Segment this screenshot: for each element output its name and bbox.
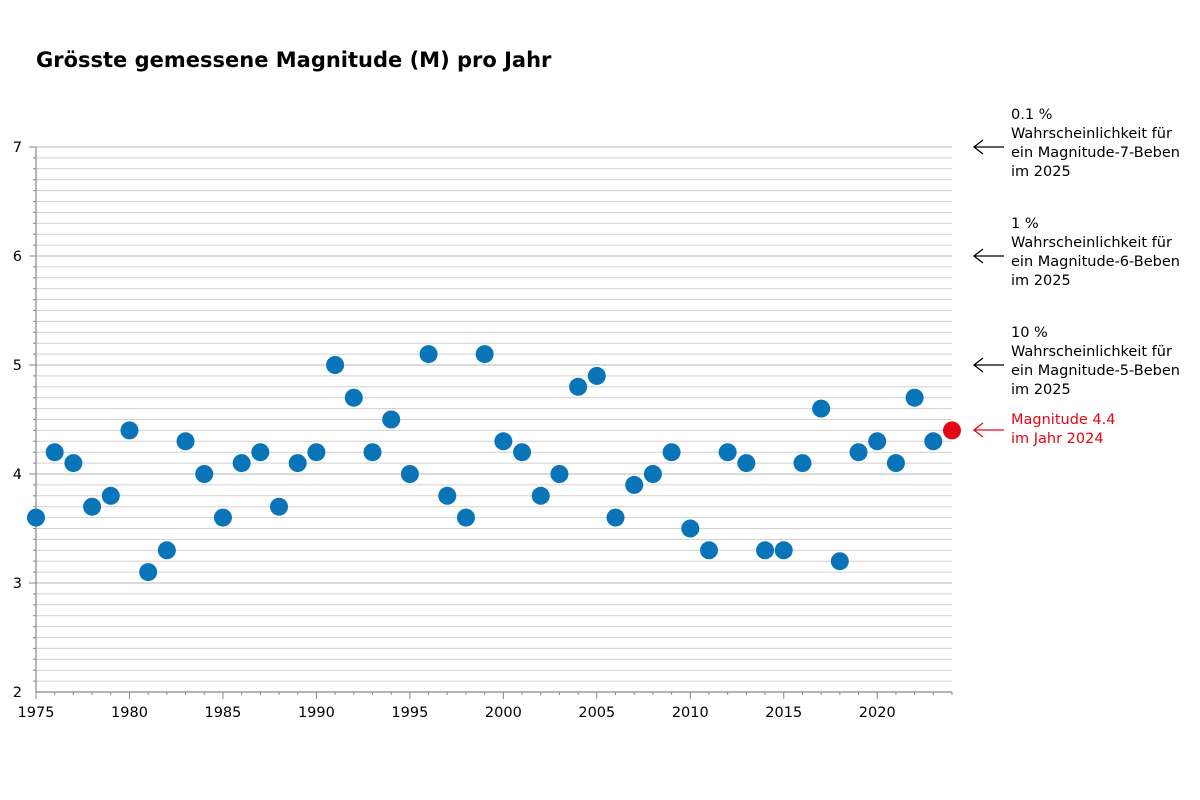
y-tick-label: 5 — [13, 358, 22, 374]
data-point — [924, 432, 943, 451]
data-point — [793, 454, 812, 473]
grid-lines — [36, 146, 952, 682]
y-tick-label: 7 — [13, 140, 22, 156]
data-point — [606, 508, 625, 527]
data-point — [718, 443, 737, 462]
data-point — [83, 497, 102, 516]
y-tick-labels: 2 3 4 5 6 7 — [13, 140, 22, 701]
data-point — [176, 432, 195, 451]
data-point — [213, 508, 232, 527]
data-point — [139, 563, 158, 582]
data-point — [756, 541, 775, 560]
data-point — [64, 454, 83, 473]
data-point — [101, 486, 120, 505]
data-point — [625, 475, 644, 494]
data-point — [662, 443, 681, 462]
data-point — [643, 465, 662, 483]
data-point — [270, 497, 289, 516]
data-point — [475, 345, 494, 364]
x-tick-label: 2010 — [672, 705, 709, 721]
x-tick-label: 1975 — [18, 705, 55, 721]
x-tick-label: 2005 — [578, 705, 615, 721]
arrow-left-icon — [972, 248, 1004, 264]
x-tick-label: 2020 — [859, 705, 896, 721]
highlight-data-point — [943, 421, 961, 440]
data-point — [531, 486, 550, 505]
arrow-left-icon — [972, 139, 1004, 155]
data-point — [157, 541, 176, 560]
x-tick-label: 1985 — [204, 705, 241, 721]
data-point — [456, 508, 475, 527]
data-point — [886, 454, 905, 473]
data-point — [27, 508, 45, 527]
data-point — [344, 388, 363, 407]
data-point — [681, 519, 700, 538]
y-tick-label: 6 — [13, 249, 22, 265]
arrow-left-icon — [972, 422, 1004, 438]
data-point — [232, 454, 251, 473]
data-point — [288, 454, 307, 473]
data-point — [326, 356, 345, 374]
data-point — [849, 443, 868, 462]
annotation-magnitude-7: 0.1 % Wahrscheinlichkeit für ein Magnitu… — [1011, 107, 1180, 180]
x-tick-labels: 1975 1980 1985 1990 1995 2000 2005 2010 2015 2020 — [18, 705, 896, 721]
arrow-left-icon — [972, 357, 1004, 373]
axes — [29, 146, 953, 699]
annotation-magnitude-5: 10 % Wahrscheinlichkeit für ein Magnitud… — [1011, 325, 1180, 398]
data-point — [400, 465, 419, 483]
x-tick-label: 1995 — [391, 705, 428, 721]
data-point — [251, 443, 270, 462]
data-point — [774, 541, 793, 560]
data-point — [419, 345, 438, 364]
data-point — [513, 443, 532, 462]
data-point — [307, 443, 326, 462]
data-point — [120, 421, 139, 440]
data-point — [587, 366, 606, 385]
data-point — [905, 388, 924, 407]
data-point — [737, 454, 756, 473]
chart-title: Grösste gemessene Magnitude (M) pro Jahr — [36, 48, 552, 72]
annotation-magnitude-6: 1 % Wahrscheinlichkeit für ein Magnitude… — [1011, 216, 1180, 289]
data-point — [550, 465, 569, 483]
data-point — [382, 410, 401, 429]
x-tick-label: 2015 — [765, 705, 802, 721]
x-tick-label: 1990 — [298, 705, 335, 721]
data-point — [363, 443, 382, 462]
data-point — [45, 443, 64, 462]
x-tick-label: 1980 — [111, 705, 148, 721]
y-tick-label: 3 — [13, 576, 22, 592]
data-point — [830, 552, 849, 571]
y-tick-label: 4 — [13, 467, 22, 483]
data-point — [195, 465, 214, 483]
data-point — [494, 432, 513, 451]
data-point — [868, 432, 887, 451]
data-point — [438, 486, 457, 505]
x-tick-label: 2000 — [485, 705, 522, 721]
data-point — [812, 399, 831, 418]
data-points — [27, 345, 961, 582]
data-point — [699, 541, 718, 560]
y-tick-label: 2 — [13, 685, 22, 701]
data-point — [569, 377, 588, 396]
annotation-2024: Magnitude 4.4 im Jahr 2024 — [1011, 412, 1116, 447]
